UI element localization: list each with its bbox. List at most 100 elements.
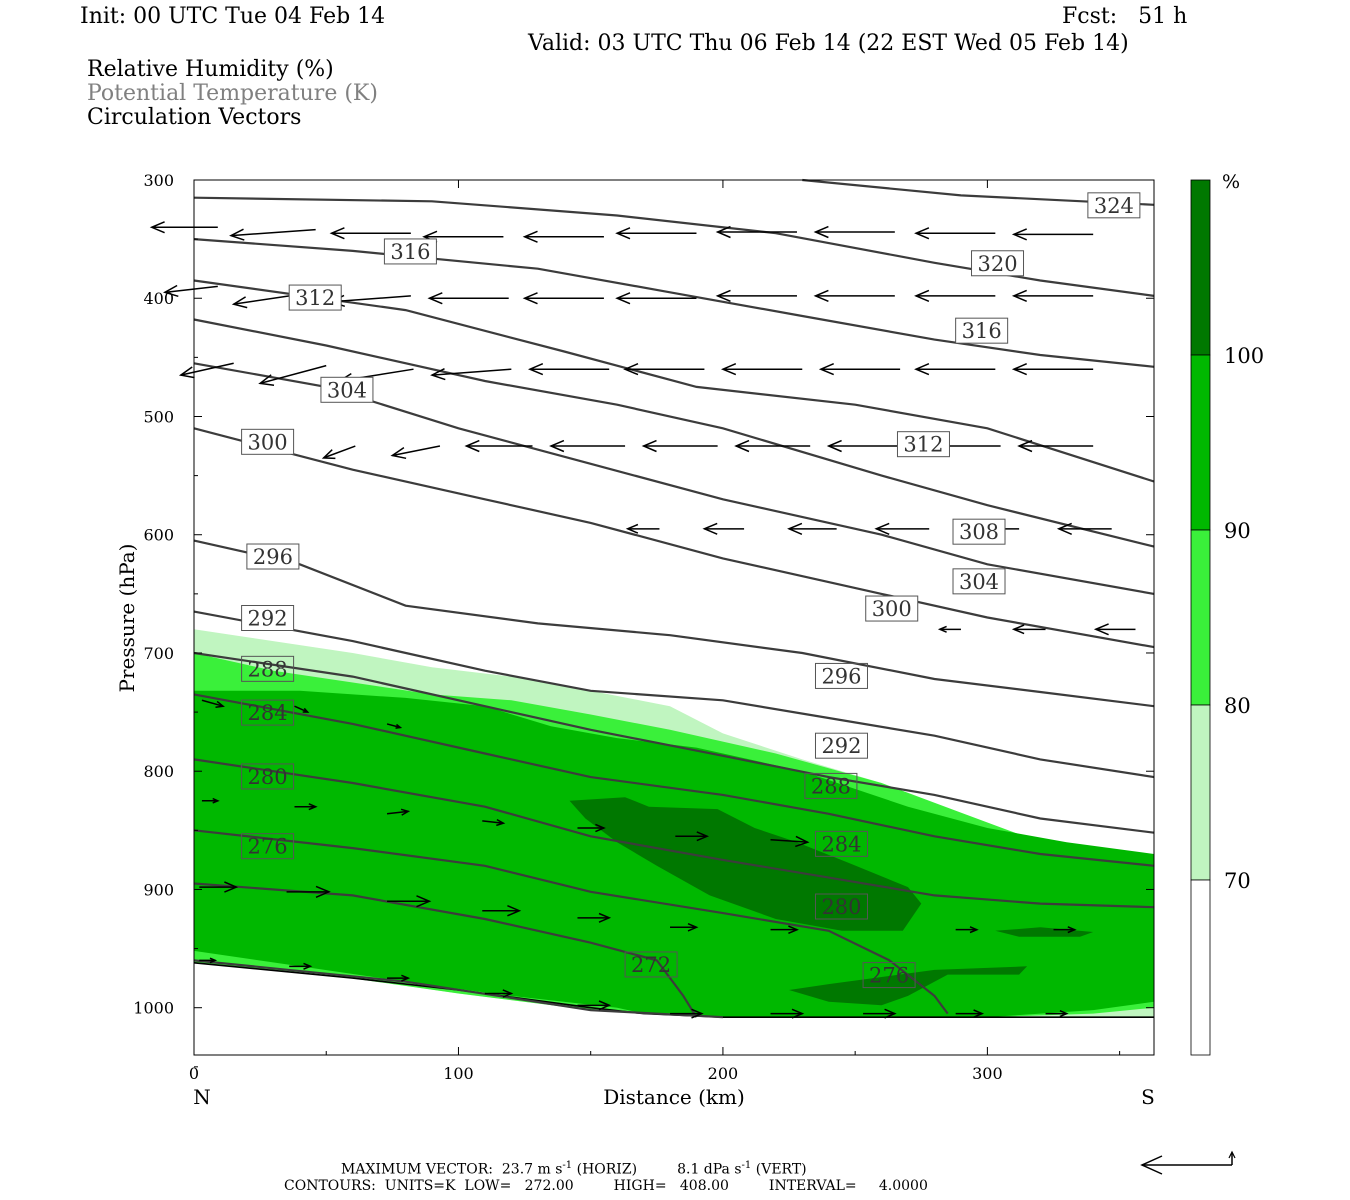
circulation-vector (294, 705, 310, 713)
circulation-vector (386, 723, 403, 729)
contour-label-276: 276 (241, 833, 295, 860)
svg-text:304: 304 (327, 378, 367, 402)
circulation-vector (702, 522, 745, 535)
circulation-vector (199, 957, 218, 964)
svg-text:312: 312 (903, 433, 943, 457)
circulation-vector (1011, 363, 1094, 376)
svg-text:276: 276 (248, 835, 288, 859)
circulation-vector (549, 439, 626, 453)
legend-vectors: Circulation Vectors (87, 105, 302, 130)
x-tick-label: 200 (708, 1064, 739, 1083)
colorbar-label: 70 (1224, 869, 1251, 893)
circulation-vector (1011, 624, 1046, 635)
x-axis-label: Distance (km) (603, 1085, 745, 1109)
y-tick-label: 500 (143, 407, 174, 426)
theta-contour-312-11 (193, 279, 1155, 483)
svg-text:292: 292 (821, 734, 861, 758)
contour-label-296: 296 (246, 543, 300, 570)
circulation-vector (321, 445, 356, 460)
circulation-vector (1093, 623, 1136, 636)
contour-label-272: 272 (624, 951, 678, 978)
circulation-vector (826, 439, 903, 453)
circulation-vector (615, 227, 697, 240)
x-tick-label: 300 (972, 1064, 1003, 1083)
contour-labels: 324 320 316 316 312 312 308 304 304 300 300 296 296 2… (241, 192, 1141, 989)
circulation-vector (914, 363, 996, 376)
theta-contour-272-0 (193, 959, 723, 1019)
contour-label-312: 312 (288, 284, 342, 311)
colorbar-segment (1190, 179, 1211, 356)
circulation-vector (670, 923, 699, 932)
circulation-vector (955, 1009, 985, 1018)
circulation-vector (770, 1008, 805, 1019)
svg-text:272: 272 (631, 953, 671, 977)
init-time: Init: 00 UTC Tue 04 Feb 14 (80, 4, 386, 29)
circulation-vector (641, 439, 718, 453)
forecast-hour: Fcst: 51 h (1062, 4, 1188, 29)
colorbar-label: 90 (1224, 519, 1251, 543)
circulation-vector (430, 368, 512, 381)
colorbar-segment (1190, 879, 1211, 1056)
circulation-vector (914, 289, 996, 302)
circulation-vector (623, 363, 705, 376)
colorbar-label: 100 (1224, 344, 1264, 368)
svg-text:280: 280 (248, 765, 288, 789)
circulation-vector (199, 881, 239, 893)
rh-region-100-5 (995, 927, 1094, 937)
circulation-vector (670, 1008, 704, 1019)
y-axis-label: Pressure (hPa) (115, 544, 139, 693)
circulation-vector (258, 364, 327, 387)
circulation-vector (390, 445, 441, 460)
circulation-vector (615, 292, 697, 305)
circulation-vector (1045, 1010, 1069, 1018)
contour-label-292: 292 (814, 732, 868, 759)
theta-contour-320-13 (193, 196, 1155, 297)
svg-text:308: 308 (959, 520, 999, 544)
circulation-vector (734, 439, 811, 453)
circulation-vector (527, 363, 610, 376)
colorbar-unit: % (1222, 171, 1240, 193)
circulation-vector (178, 362, 234, 379)
svg-text:276: 276 (869, 964, 909, 988)
svg-text:288: 288 (248, 657, 288, 681)
circulation-vector (937, 625, 961, 633)
svg-text:284: 284 (821, 832, 861, 856)
contour-label-300: 300 (241, 428, 295, 455)
contour-label-308: 308 (952, 518, 1006, 545)
circulation-vector (577, 912, 612, 923)
circulation-vector (1017, 439, 1094, 453)
theta-contour-308-10 (193, 318, 1155, 548)
y-tick-label: 700 (143, 644, 174, 663)
max-vector-text: MAXIMUM VECTOR: 23.7 m s-1 (HORIZ) 8.1 d… (341, 1160, 807, 1178)
theta-contour-280-3 (193, 758, 1155, 909)
contour-label-284: 284 (814, 830, 868, 857)
legend-rh: Relative Humidity (%) (87, 57, 334, 82)
x-end-label-left: N (193, 1085, 211, 1109)
circulation-vector (294, 803, 318, 811)
rh-shading (193, 629, 1154, 1019)
contour-label-280: 280 (241, 763, 295, 790)
svg-text:316: 316 (390, 240, 430, 264)
x-tick-label: 100 (443, 1064, 474, 1083)
contour-label-320: 320 (971, 250, 1025, 277)
circulation-vector (577, 1000, 612, 1011)
colorbar-segment (1190, 354, 1211, 531)
theta-contour-300-8 (193, 427, 1155, 649)
svg-text:296: 296 (253, 545, 293, 569)
svg-text:304: 304 (959, 570, 999, 594)
circulation-vector (1011, 289, 1094, 302)
colorbar-segment (1190, 704, 1211, 881)
contours-text: CONTOURS: UNITS=K LOW= 272.00 HIGH= 408.… (284, 1178, 928, 1194)
svg-text:324: 324 (1094, 194, 1134, 218)
circulation-vector (286, 885, 331, 898)
circulation-vector (625, 523, 660, 534)
axes: 300 400 500 600 700 800 900 1000 0 100 200 300 (133, 171, 1154, 1083)
circulation-vector (289, 962, 313, 970)
circulation-vector (675, 831, 710, 842)
colorbar: 70 80 90 100% (1190, 171, 1264, 1056)
circulation-vector (482, 818, 506, 827)
circulation-vector (464, 439, 533, 453)
svg-text:280: 280 (821, 895, 861, 919)
circulation-vector (386, 808, 411, 816)
